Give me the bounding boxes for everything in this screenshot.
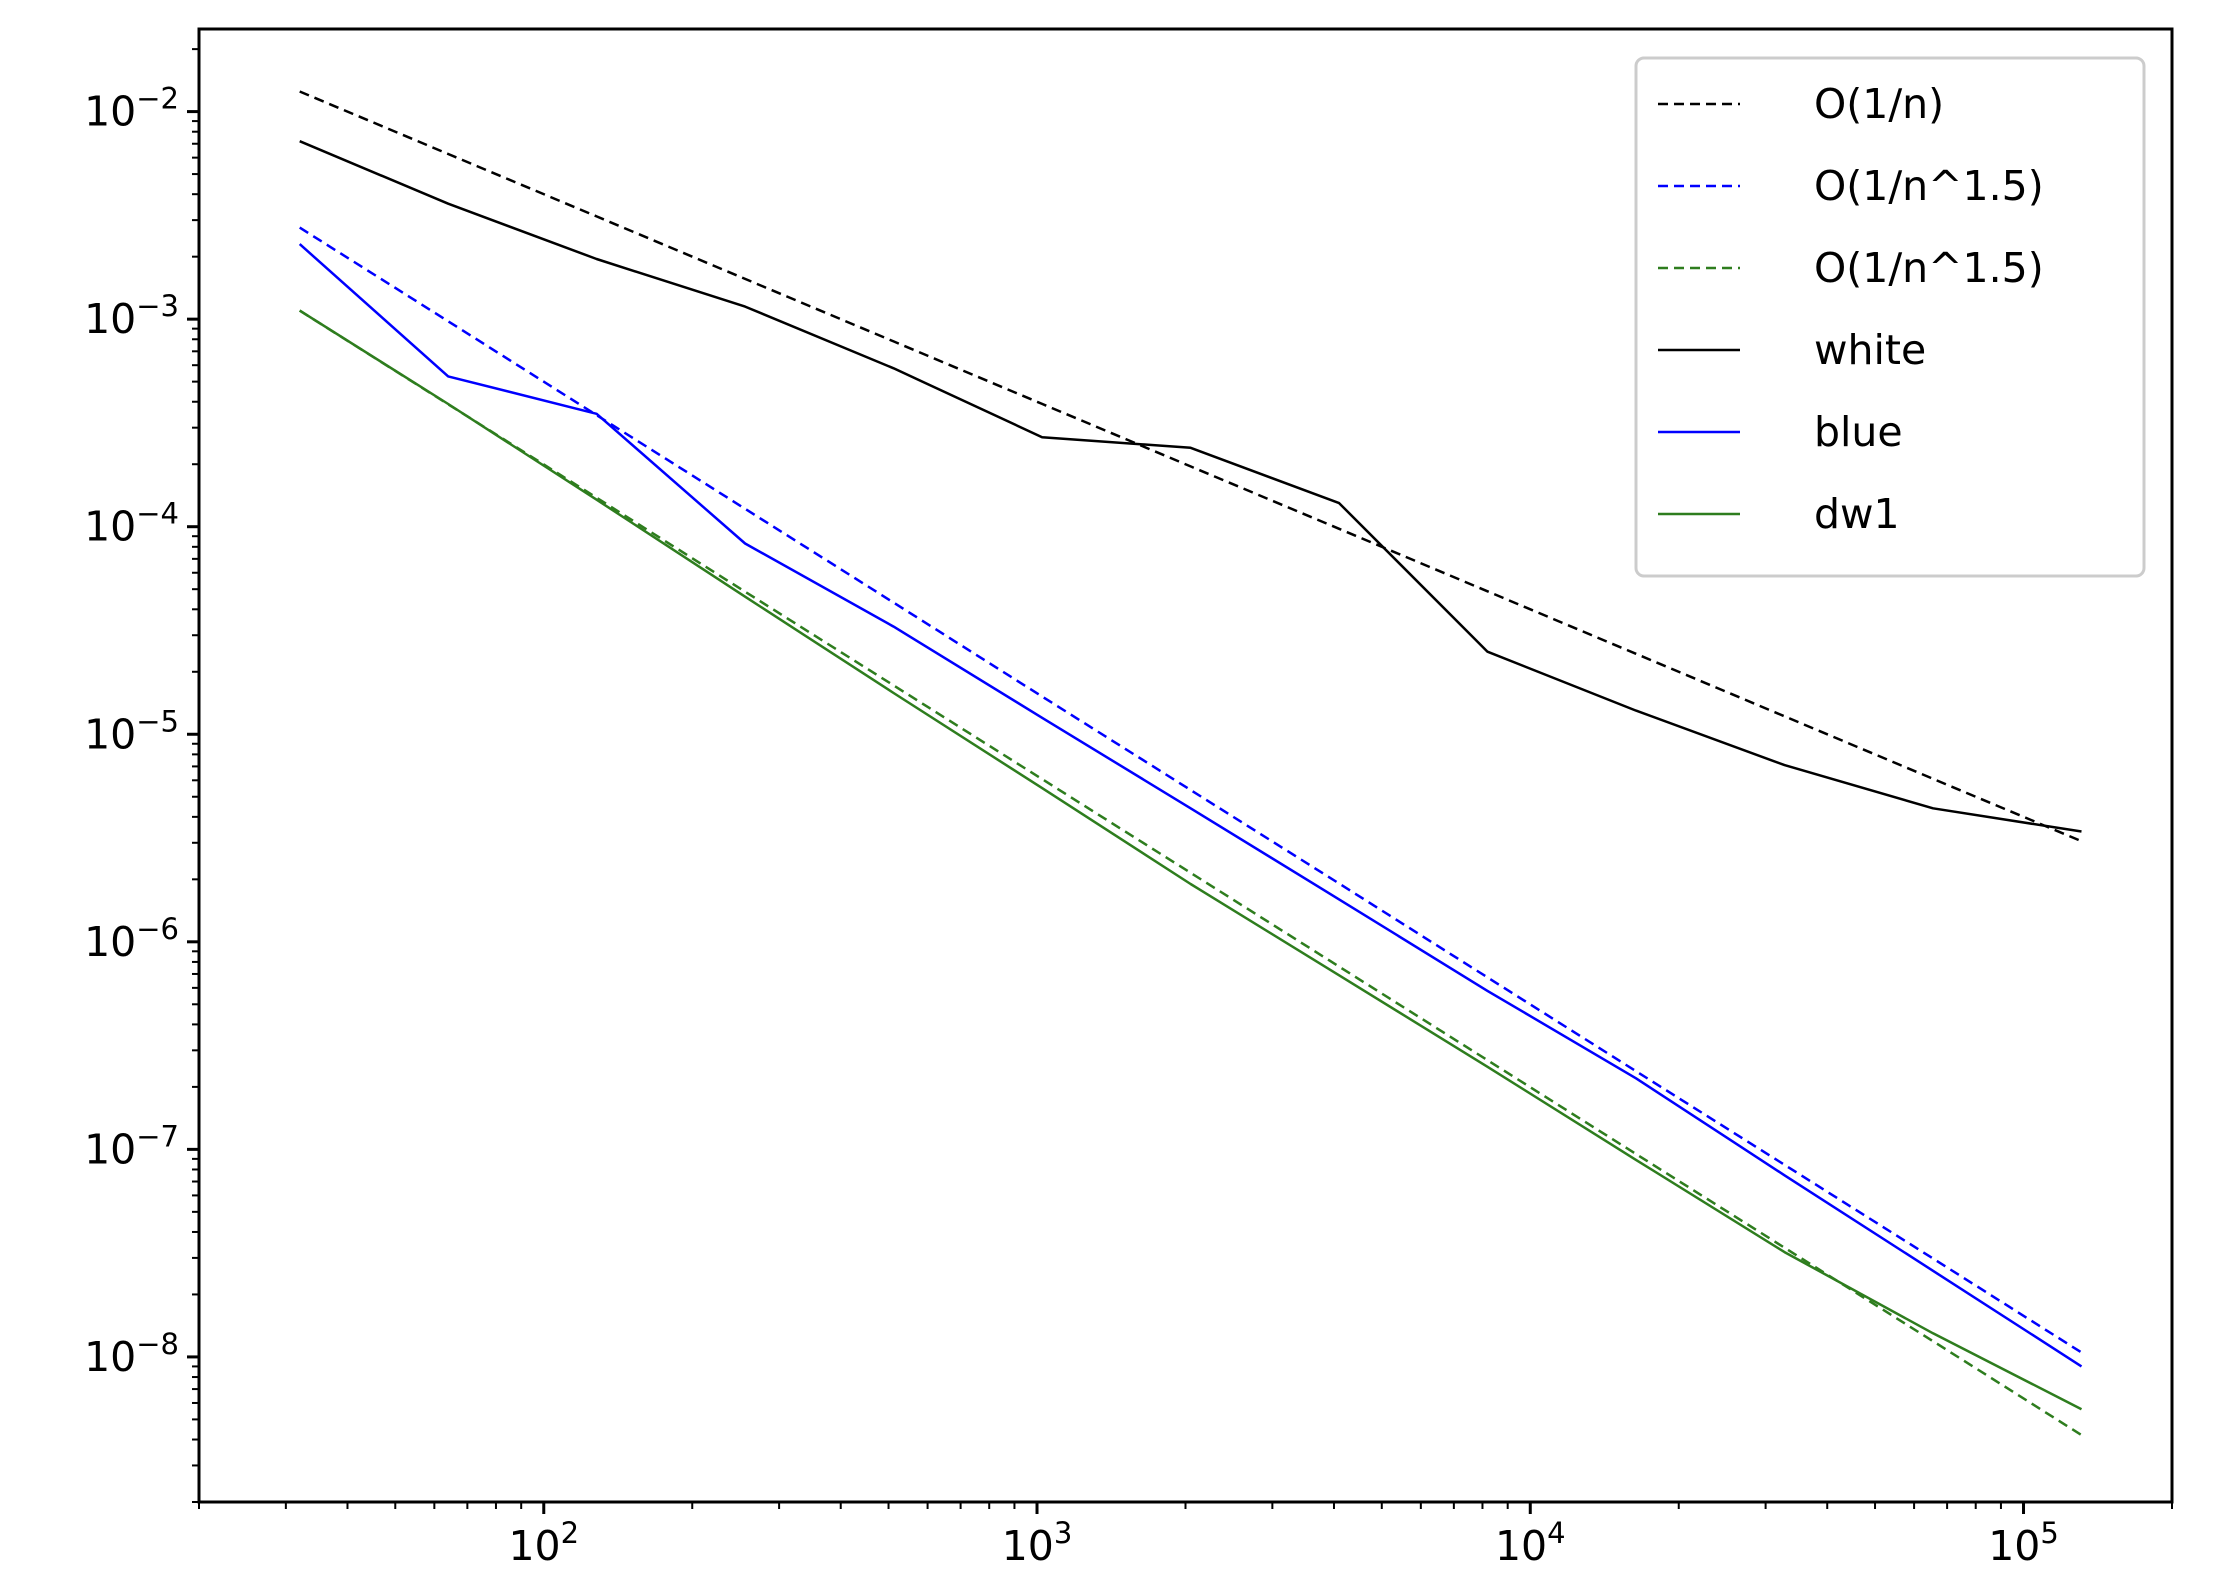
plot-lines bbox=[298, 90, 2083, 1437]
legend-label: white bbox=[1814, 326, 1926, 374]
series-line-5 bbox=[298, 243, 2083, 1368]
y-axis: 10−2 10−3 10−4 10−5 10−6 10−7 10−8 bbox=[84, 82, 199, 1381]
y-tick-label: 10−3 bbox=[84, 289, 179, 343]
legend-label: O(1/n) bbox=[1814, 80, 1944, 128]
y-tick-label: 10−2 bbox=[84, 82, 179, 136]
legend-label: blue bbox=[1814, 408, 1903, 456]
series-line-1 bbox=[299, 90, 2082, 843]
legend-label: O(1/n^1.5) bbox=[1814, 162, 2044, 210]
x-tick-label: 103 bbox=[1002, 1516, 1073, 1570]
x-tick-label: 102 bbox=[508, 1516, 579, 1570]
legend-label: O(1/n^1.5) bbox=[1814, 244, 2044, 292]
legend-box bbox=[1634, 56, 2146, 578]
legend: O(1/n) O(1/n^1.5) O(1/n^1.5) white blue dw1 bbox=[1634, 56, 2146, 578]
legend-label: dw1 bbox=[1814, 490, 1900, 538]
x-axis: 102 103 104 105 bbox=[508, 1502, 2059, 1570]
plot-frame bbox=[197, 27, 2174, 1504]
y-tick-label: 10−5 bbox=[84, 704, 179, 758]
x-tick-label: 104 bbox=[1495, 1516, 1566, 1570]
y-tick-label: 10−4 bbox=[84, 497, 179, 551]
y-tick-label: 10−6 bbox=[84, 912, 179, 966]
series-line-6 bbox=[299, 309, 2083, 1411]
y-tick-label: 10−7 bbox=[84, 1119, 179, 1173]
x-tick-label: 105 bbox=[1988, 1516, 2059, 1570]
series-line-4 bbox=[299, 140, 2082, 833]
y-tick-label: 10−8 bbox=[84, 1327, 179, 1381]
